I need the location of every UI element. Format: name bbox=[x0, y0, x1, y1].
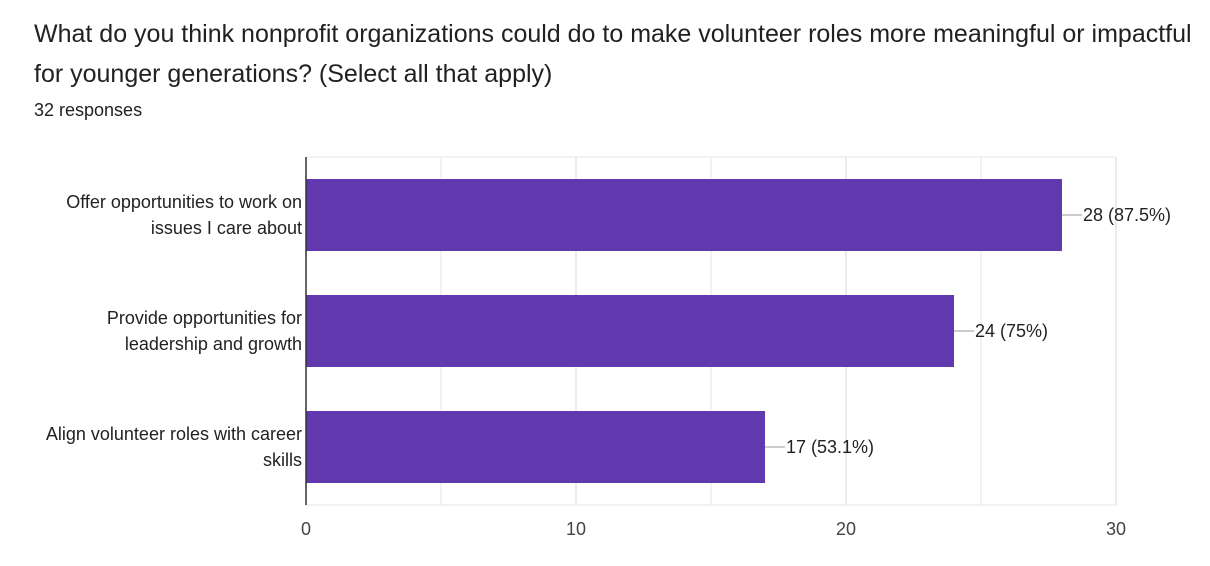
category-label-1-line-1: Offer opportunities to work on bbox=[66, 192, 302, 212]
data-label-1: 28 (87.5%) bbox=[1083, 205, 1171, 225]
bar-3 bbox=[306, 411, 765, 483]
x-tick-label-30: 30 bbox=[1106, 519, 1126, 539]
category-label-1-line-2: issues I care about bbox=[151, 218, 302, 238]
category-label-3-line-1: Align volunteer roles with career bbox=[46, 424, 302, 444]
response-count: 32 responses bbox=[34, 100, 143, 120]
data-label-2: 24 (75%) bbox=[975, 321, 1048, 341]
bars bbox=[306, 179, 1062, 483]
question-title: What do you think nonprofit organization… bbox=[34, 20, 1192, 88]
x-tick-label-10: 10 bbox=[566, 519, 586, 539]
data-label-3: 17 (53.1%) bbox=[786, 437, 874, 457]
bar-1 bbox=[306, 179, 1062, 251]
bar-2 bbox=[306, 295, 954, 367]
x-tick-label-0: 0 bbox=[301, 519, 311, 539]
labels: 28 (87.5%) Offer opportunities to work on… bbox=[46, 192, 1171, 470]
category-label-2-line-2: leadership and growth bbox=[125, 334, 302, 354]
axes: 0 10 20 30 bbox=[301, 157, 1126, 539]
category-label-3-line-2: skills bbox=[263, 450, 302, 470]
x-tick-label-20: 20 bbox=[836, 519, 856, 539]
category-label-2-line-1: Provide opportunities for bbox=[107, 308, 302, 328]
